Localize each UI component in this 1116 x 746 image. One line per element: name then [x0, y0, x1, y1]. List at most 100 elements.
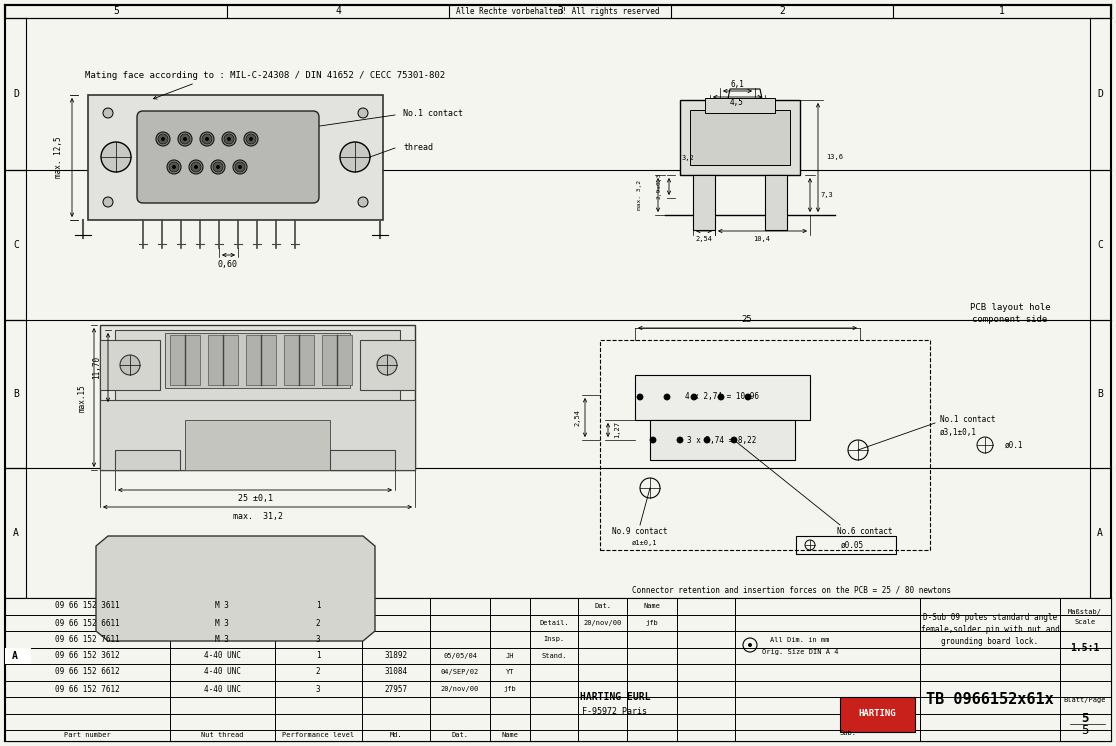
- Circle shape: [637, 394, 643, 400]
- Bar: [705, 98, 775, 113]
- Text: Sub.: Sub.: [840, 730, 857, 736]
- Circle shape: [121, 355, 140, 375]
- Text: D: D: [13, 89, 19, 99]
- Text: 1: 1: [316, 601, 320, 610]
- Text: 4-40 UNC: 4-40 UNC: [203, 685, 241, 694]
- Bar: [100, 400, 415, 470]
- Circle shape: [358, 197, 368, 207]
- Text: B: B: [13, 389, 19, 399]
- Text: 05/05/04: 05/05/04: [443, 653, 477, 659]
- Circle shape: [102, 142, 131, 172]
- Bar: [330, 450, 395, 470]
- Text: C: C: [13, 240, 19, 250]
- Bar: [650, 420, 795, 460]
- Circle shape: [664, 394, 670, 400]
- Circle shape: [340, 142, 371, 172]
- Text: 31084: 31084: [384, 668, 407, 677]
- Bar: [170, 335, 200, 385]
- Bar: [323, 335, 352, 385]
- Text: 4 x 2,74 = 10,96: 4 x 2,74 = 10,96: [685, 392, 759, 401]
- Text: Connector retention and insertion forces on the PCB = 25 / 80 newtons: Connector retention and insertion forces…: [633, 586, 952, 595]
- Text: No.6 contact: No.6 contact: [837, 527, 893, 536]
- Circle shape: [691, 394, 698, 400]
- Bar: [360, 340, 415, 390]
- Text: M 3: M 3: [215, 635, 229, 644]
- Bar: [680, 100, 800, 175]
- Text: Detail.: Detail.: [539, 620, 569, 626]
- Text: 5: 5: [1081, 724, 1089, 738]
- Text: 09 66 152 3611: 09 66 152 3611: [55, 601, 119, 610]
- Text: 13,6: 13,6: [826, 154, 843, 160]
- Circle shape: [194, 165, 198, 169]
- Bar: [600, 340, 930, 550]
- Text: Nut thread: Nut thread: [201, 732, 243, 738]
- Circle shape: [233, 160, 247, 174]
- Circle shape: [172, 165, 176, 169]
- Bar: [796, 536, 896, 554]
- Text: 5: 5: [113, 6, 119, 16]
- Text: Name: Name: [644, 603, 661, 609]
- Text: M 3: M 3: [215, 601, 229, 610]
- Circle shape: [748, 643, 752, 647]
- Text: 09 66 152 7612: 09 66 152 7612: [55, 685, 119, 694]
- Text: 09 66 152 6612: 09 66 152 6612: [55, 668, 119, 677]
- Circle shape: [224, 134, 234, 144]
- Text: YT: YT: [506, 669, 514, 675]
- Text: A: A: [12, 651, 18, 661]
- Text: 1.5:1: 1.5:1: [1070, 643, 1099, 653]
- Text: 11,70: 11,70: [93, 355, 102, 378]
- Bar: [840, 697, 915, 732]
- Text: TB 0966152x61x: TB 0966152x61x: [926, 692, 1054, 707]
- Text: No.1 contact: No.1 contact: [940, 416, 995, 424]
- Circle shape: [202, 134, 212, 144]
- Text: 3: 3: [557, 6, 562, 16]
- Circle shape: [205, 137, 209, 141]
- Bar: [185, 420, 330, 470]
- Text: 04/SEP/02: 04/SEP/02: [441, 669, 479, 675]
- Text: All Dim. in mm: All Dim. in mm: [770, 637, 830, 643]
- Text: jfb: jfb: [503, 686, 517, 692]
- Circle shape: [189, 160, 203, 174]
- Circle shape: [169, 162, 179, 172]
- Circle shape: [156, 132, 170, 146]
- Text: Name: Name: [501, 732, 519, 738]
- Text: Performance level: Performance level: [282, 732, 354, 738]
- FancyBboxPatch shape: [137, 111, 319, 203]
- Text: 27957: 27957: [384, 685, 407, 694]
- Text: 20/nov/00: 20/nov/00: [441, 686, 479, 692]
- Text: 1,27: 1,27: [614, 421, 620, 439]
- Text: max. 12,5: max. 12,5: [54, 137, 62, 178]
- Bar: [635, 375, 810, 420]
- Bar: [208, 335, 238, 385]
- Bar: [283, 335, 314, 385]
- Text: 2,54: 2,54: [574, 409, 580, 425]
- Circle shape: [183, 137, 187, 141]
- Circle shape: [238, 165, 242, 169]
- Text: 25 ±0,1: 25 ±0,1: [238, 495, 272, 504]
- Bar: [246, 335, 276, 385]
- Text: HARTING: HARTING: [858, 709, 896, 718]
- Text: Dat.: Dat.: [595, 603, 612, 609]
- Text: Alle Rechte vorbehalten! All rights reserved: Alle Rechte vorbehalten! All rights rese…: [456, 7, 660, 16]
- Text: Part number: Part number: [64, 732, 110, 738]
- Text: 4-40 UNC: 4-40 UNC: [203, 651, 241, 660]
- Text: 1: 1: [316, 651, 320, 660]
- Text: HARTING EURL: HARTING EURL: [579, 692, 651, 702]
- Text: 6,1: 6,1: [730, 81, 744, 90]
- Bar: [764, 175, 787, 230]
- Text: Mating face according to : MIL-C-24308 / DIN 41652 / CECC 75301-802: Mating face according to : MIL-C-24308 /…: [85, 72, 445, 81]
- Bar: [100, 340, 160, 390]
- Text: 1: 1: [999, 6, 1004, 16]
- Text: B: B: [1097, 389, 1103, 399]
- Text: max.  31,2: max. 31,2: [233, 512, 283, 521]
- Text: 7,3: 7,3: [820, 192, 833, 198]
- Text: 3: 3: [316, 635, 320, 644]
- Bar: [690, 110, 790, 165]
- Circle shape: [200, 132, 214, 146]
- Text: 2: 2: [316, 668, 320, 677]
- Circle shape: [213, 162, 223, 172]
- Circle shape: [180, 134, 190, 144]
- Text: 2,9±0,3: 2,9±0,3: [656, 173, 662, 199]
- Text: 5: 5: [1081, 712, 1089, 724]
- Text: ø0.05: ø0.05: [840, 541, 864, 550]
